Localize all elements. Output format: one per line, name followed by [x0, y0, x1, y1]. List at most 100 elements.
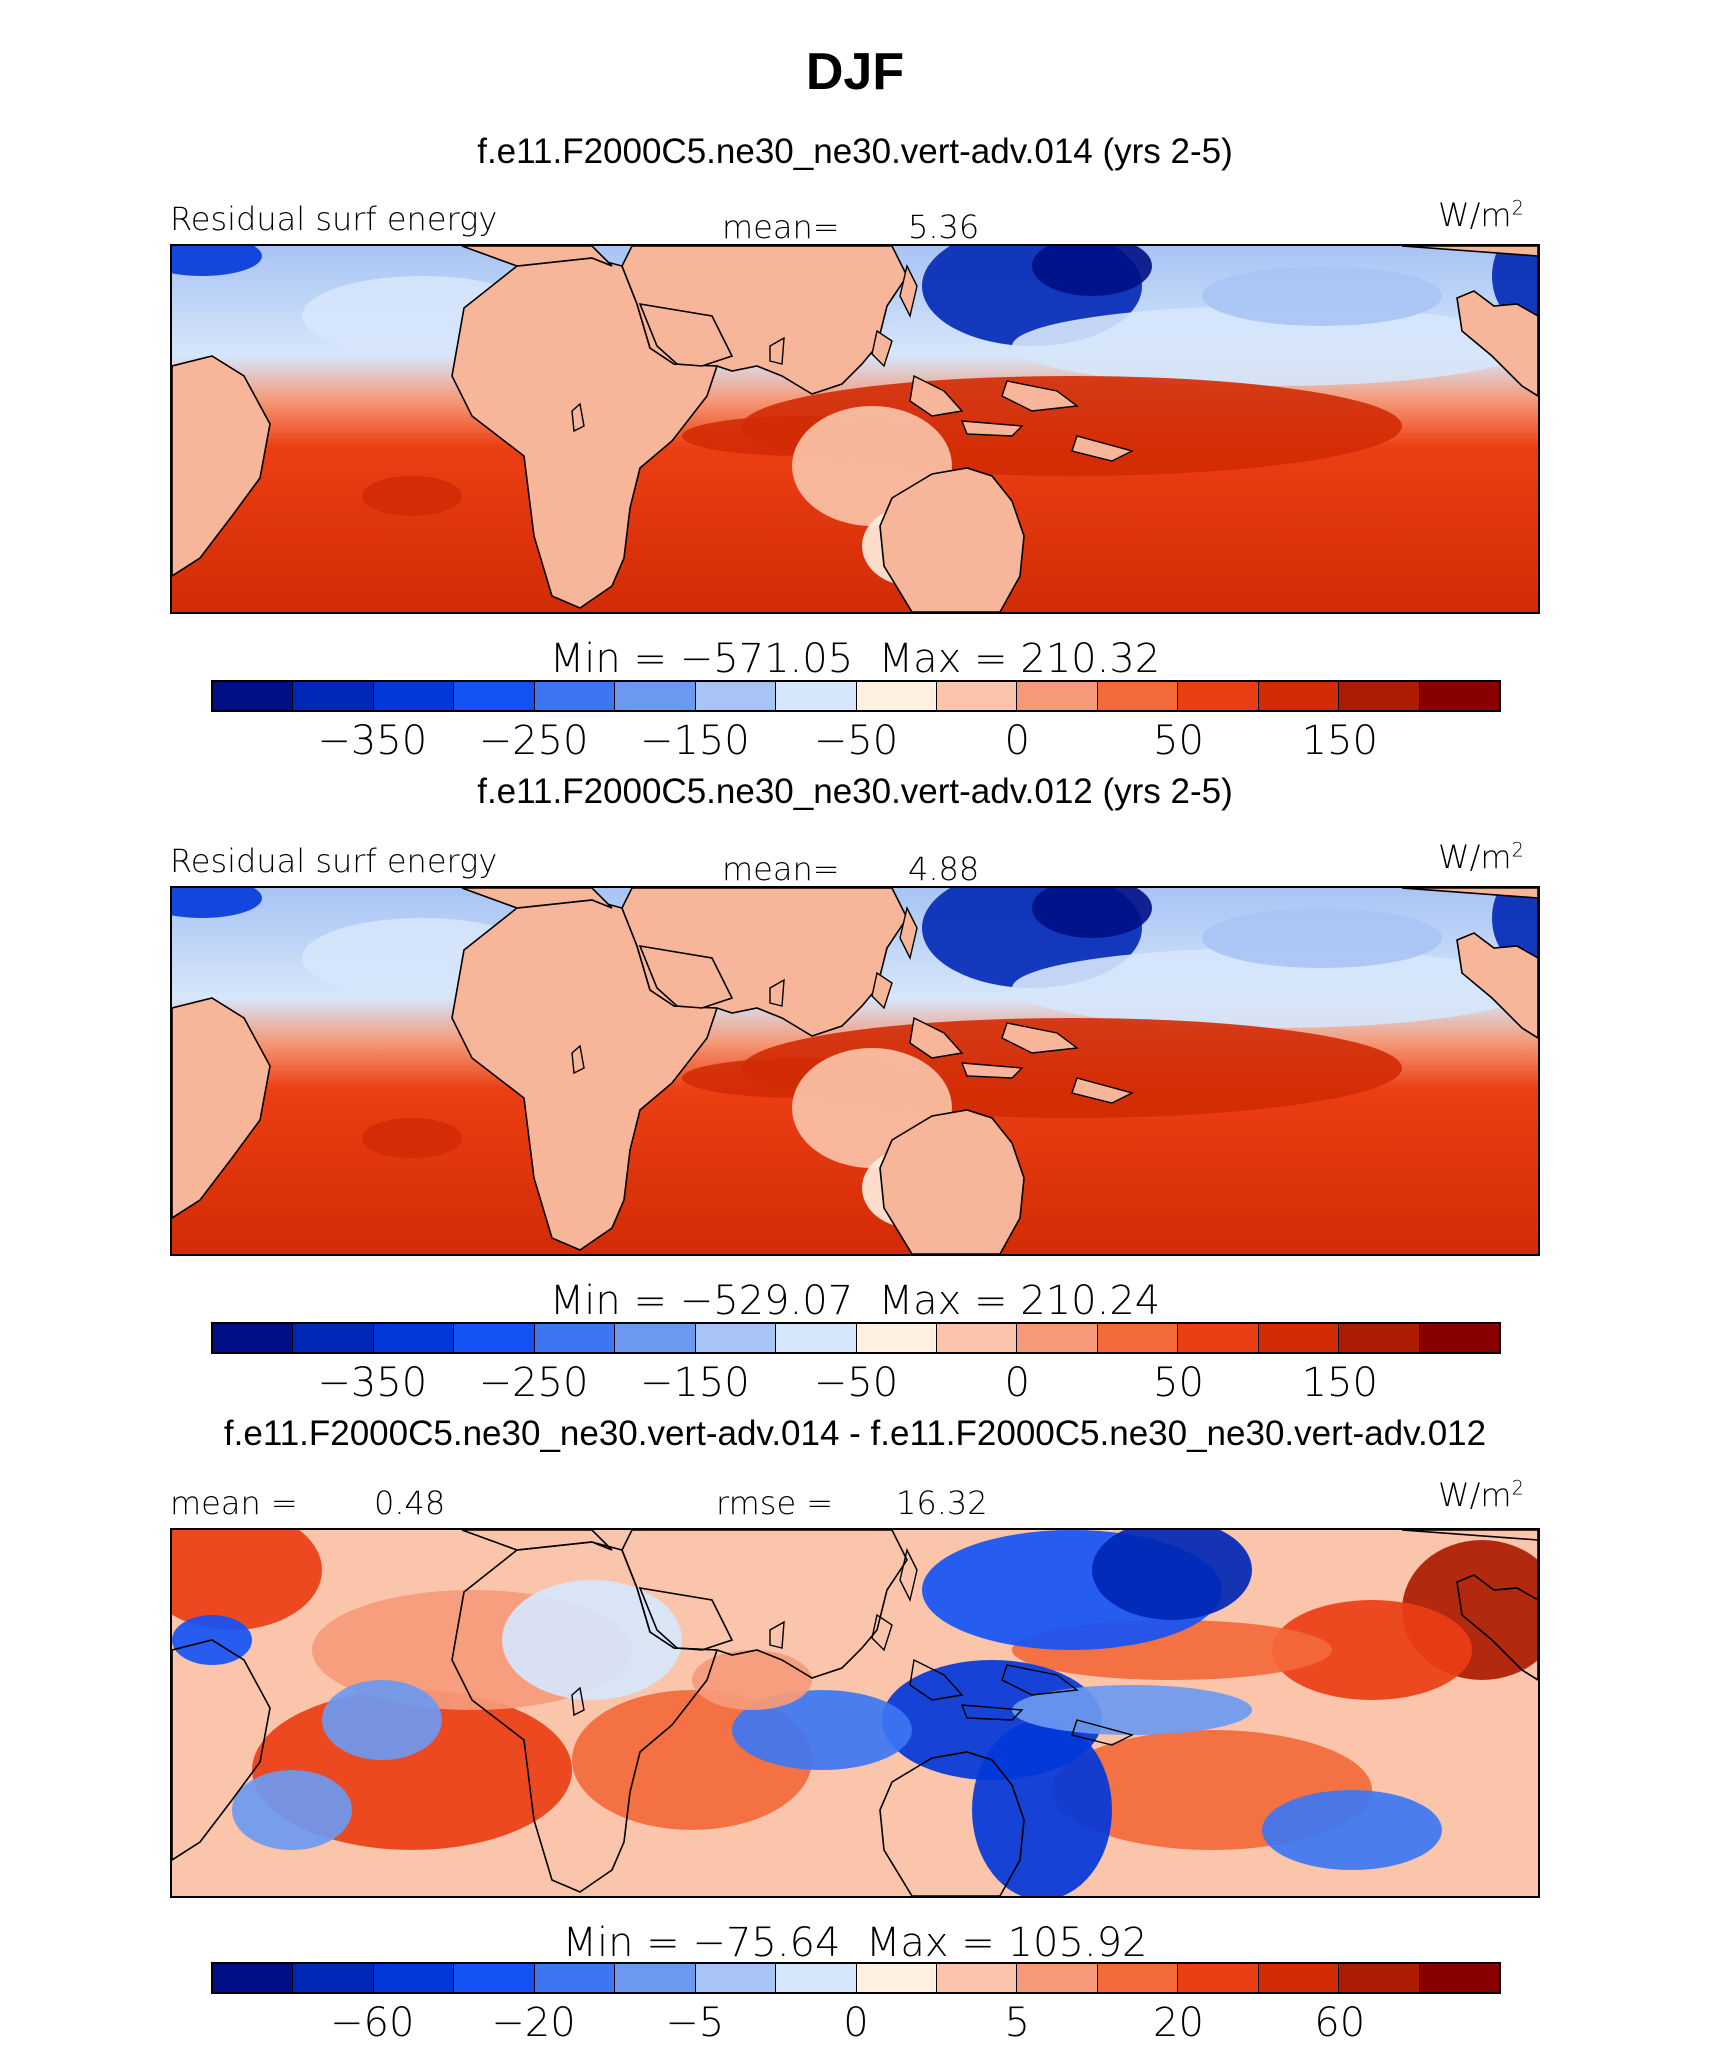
- landmass-arabia: [638, 302, 734, 367]
- colorbar-swatch: [534, 682, 616, 710]
- field-blob: [1032, 246, 1152, 296]
- panel1-minmax: Min = −571.05 Max = 210.32: [549, 636, 1161, 682]
- island: [571, 1686, 585, 1717]
- main-title: DJF: [805, 43, 905, 101]
- field-blob: [502, 1580, 682, 1700]
- field-blob: [172, 246, 262, 276]
- colorbar-tick-label: 5: [1004, 2000, 1030, 2046]
- field-blob: [362, 476, 462, 516]
- colorbar-swatch: [293, 1324, 374, 1352]
- colorbar-swatch: [1097, 1964, 1179, 1992]
- colorbar-tick-label: −60: [330, 2000, 415, 2046]
- island: [769, 978, 785, 1007]
- panel2-colorbar: [211, 1322, 1501, 1354]
- field-blob: [1092, 1530, 1252, 1620]
- colorbar-tick-label: −350: [317, 718, 428, 764]
- panel3-colorbar-ticks: −60 −20 −5 0 5 20 60: [211, 2000, 1501, 2046]
- landmass-namerica: [1401, 246, 1538, 397]
- island: [1001, 1664, 1079, 1696]
- colorbar-swatch: [776, 682, 857, 710]
- field-blob: [1202, 908, 1442, 968]
- colorbar-tick-label: −150: [639, 718, 750, 764]
- field-blob: [1272, 1600, 1472, 1700]
- island: [1071, 1077, 1134, 1104]
- panel3-minmax: Min = −75.64 Max = 105.92: [562, 1920, 1148, 1966]
- island: [909, 374, 964, 417]
- colorbar-swatch: [1258, 682, 1340, 710]
- colorbar-tick-label: 20: [1153, 2000, 1204, 2046]
- colorbar-swatch: [454, 1964, 535, 1992]
- colorbar-swatch: [1178, 1324, 1259, 1352]
- island: [571, 1044, 585, 1075]
- panel1-map: [170, 244, 1540, 614]
- colorbar-swatch: [213, 1324, 294, 1352]
- colorbar-swatch: [1339, 1324, 1420, 1352]
- island: [1071, 1719, 1134, 1746]
- island: [571, 402, 585, 433]
- colorbar-tick-label: −50: [813, 718, 899, 764]
- island: [909, 1658, 964, 1701]
- field-blob: [172, 888, 262, 918]
- colorbar-swatch: [936, 1324, 1018, 1352]
- island: [1001, 1022, 1079, 1054]
- colorbar-tick-label: 150: [1301, 1360, 1378, 1406]
- colorbar-swatch: [695, 1324, 777, 1352]
- colorbar-swatch: [776, 1324, 857, 1352]
- colorbar-swatch: [856, 682, 937, 710]
- panel1-mean-label: mean=: [722, 208, 840, 246]
- colorbar-swatch: [293, 1964, 374, 1992]
- panel2-map: [170, 886, 1540, 1256]
- colorbar-tick-label: 0: [1004, 718, 1030, 764]
- island: [899, 263, 918, 319]
- field-blob: [1012, 1685, 1252, 1735]
- colorbar-swatch: [1419, 1964, 1499, 1992]
- field-blob: [972, 1720, 1112, 1896]
- field-blob: [732, 1690, 912, 1770]
- colorbar-swatch: [695, 1964, 777, 1992]
- colorbar-swatch: [1017, 1324, 1098, 1352]
- colorbar-swatch: [856, 1964, 937, 1992]
- colorbar-tick-label: −250: [478, 718, 589, 764]
- colorbar-tick-label: 0: [1004, 1360, 1030, 1406]
- landmass-samerica: [172, 355, 271, 577]
- panel2-variable-label: Residual surf energy: [170, 842, 498, 880]
- colorbar-swatch: [1419, 1324, 1499, 1352]
- colorbar-swatch: [695, 682, 777, 710]
- colorbar-swatch: [1339, 682, 1420, 710]
- colorbar-tick-label: 50: [1153, 718, 1204, 764]
- panel3-title: f.e11.F2000C5.ne30_ne30.vert-adv.014 - f…: [223, 1414, 1487, 1453]
- island: [769, 336, 785, 365]
- landmass-asia: [621, 1530, 908, 1679]
- colorbar-swatch: [1339, 1964, 1420, 1992]
- colorbar-swatch: [1178, 682, 1259, 710]
- field-blob: [1012, 948, 1532, 1028]
- colorbar-tick-label: −250: [478, 1360, 589, 1406]
- colorbar-swatch: [615, 1324, 696, 1352]
- island: [909, 1016, 964, 1059]
- panel3-mean-label: mean =: [170, 1484, 298, 1522]
- colorbar-swatch: [856, 1324, 937, 1352]
- panel3-rmse-value: 16.32: [896, 1484, 988, 1522]
- panel3-colorbar: [211, 1962, 1501, 1994]
- panel3-rmse-label: rmse =: [716, 1484, 834, 1522]
- colorbar-swatch: [615, 682, 696, 710]
- colorbar-tick-label: 60: [1314, 2000, 1366, 2046]
- field-blob: [1032, 888, 1152, 938]
- field-blob: [692, 1650, 812, 1710]
- panel1-variable-label: Residual surf energy: [170, 200, 498, 238]
- panel3-units: W/m2: [1438, 1476, 1524, 1514]
- colorbar-swatch: [1017, 682, 1098, 710]
- colorbar-swatch: [454, 682, 535, 710]
- island: [960, 1062, 1024, 1079]
- colorbar-swatch: [936, 682, 1018, 710]
- panel2-colorbar-ticks: −350 −250 −150 −50 0 50 150: [211, 1360, 1501, 1406]
- island: [960, 420, 1024, 437]
- landmass-europe: [461, 1530, 613, 1551]
- colorbar-swatch: [213, 1964, 294, 1992]
- field-blob: [322, 1680, 442, 1760]
- panel2-units: W/m2: [1438, 838, 1524, 876]
- island: [871, 971, 893, 1010]
- field-blob: [1202, 266, 1442, 326]
- colorbar-swatch: [373, 1964, 455, 1992]
- island: [960, 1704, 1024, 1721]
